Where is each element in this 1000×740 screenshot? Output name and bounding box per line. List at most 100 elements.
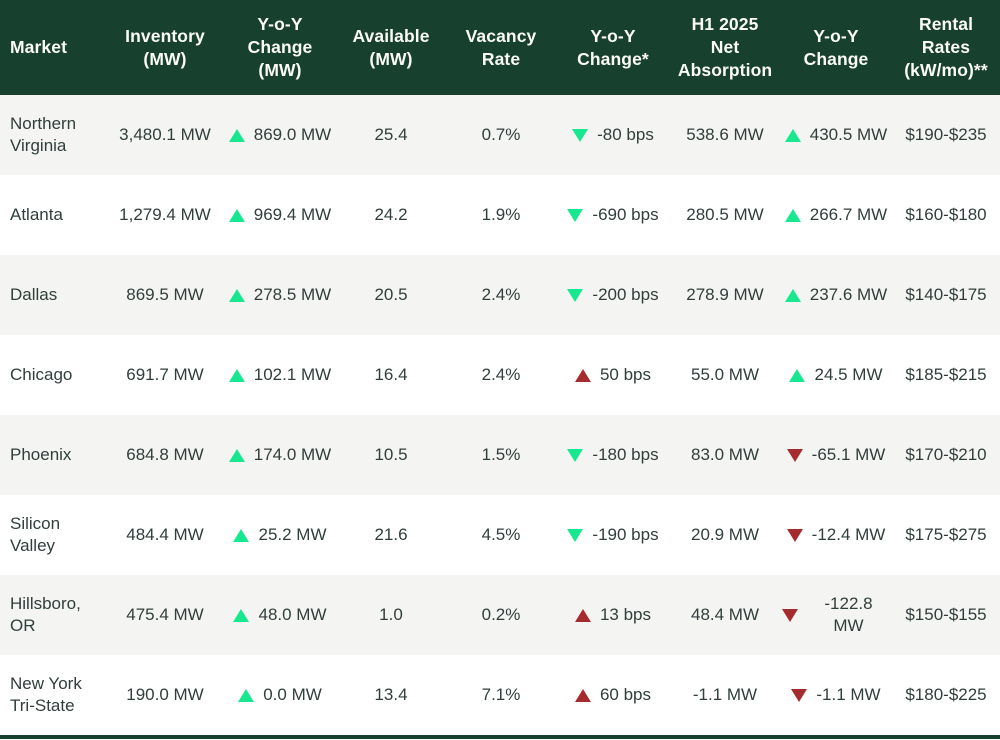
market-cell: Silicon Valley: [10, 513, 61, 555]
yoy-vacancy-change-cell: 60 bps: [556, 684, 670, 706]
table-row: Hillsboro, OR 475.4 MW 48.0 MW 1.0 0.2% …: [0, 575, 1000, 655]
yoy-absorption-change-cell: -1.1 MW: [780, 684, 892, 706]
trend-up-icon: [574, 368, 591, 382]
trend-up-icon: [228, 208, 245, 222]
available-cell: 16.4: [374, 364, 408, 384]
yoy-absorption-change-cell: -12.4 MW: [780, 524, 892, 546]
net-absorption-cell: 278.9 MW: [686, 284, 764, 304]
vacancy-rate-cell: 2.4%: [481, 284, 521, 304]
net-absorption-cell: 83.0 MW: [690, 444, 760, 464]
vacancy-rate-cell: 7.1%: [481, 684, 521, 704]
rental-rates-cell: $180-$225: [905, 684, 987, 704]
inventory-cell: 190.0 MW: [126, 684, 204, 704]
yoy-vacancy-change-cell: -190 bps: [556, 524, 670, 546]
rental-rates-cell: $175-$275: [905, 524, 987, 544]
header-cell-vacancy-rate: Vacancy Rate: [465, 25, 537, 69]
vacancy-rate-cell: 4.5%: [481, 524, 521, 544]
available-cell: 24.2: [374, 204, 408, 224]
vacancy-rate-cell: 1.5%: [481, 444, 521, 464]
trend-up-icon: [228, 448, 245, 462]
rental-rates-cell: $185-$215: [905, 364, 987, 384]
available-cell: 1.0: [379, 604, 403, 624]
header-cell-yoy-inventory-change: Y-o-Y Change (MW): [247, 14, 313, 80]
market-cell: Chicago: [10, 364, 73, 384]
yoy-absorption-change-cell: -122.8 MW: [780, 593, 892, 637]
yoy-vacancy-change-cell: -80 bps: [556, 124, 670, 146]
header-cell-net-absorption: H1 2025 Net Absorption: [677, 14, 773, 80]
net-absorption-cell: 55.0 MW: [690, 364, 760, 384]
trend-up-icon: [228, 128, 245, 142]
table-header-row: Market Inventory (MW) Y-o-Y Change (MW) …: [0, 0, 1000, 95]
vacancy-rate-cell: 0.7%: [481, 124, 521, 144]
trend-up-icon: [233, 608, 250, 622]
table-row: Silicon Valley 484.4 MW 25.2 MW 21.6 4.5…: [0, 495, 1000, 575]
yoy-inventory-change-cell: 278.5 MW: [224, 284, 336, 306]
trend-down-icon: [567, 288, 584, 302]
trend-down-icon: [567, 208, 584, 222]
trend-down-icon: [782, 608, 798, 622]
trend-down-icon: [791, 688, 808, 702]
market-cell: Hillsboro, OR: [10, 593, 81, 635]
trend-up-icon: [784, 128, 801, 142]
header-cell-rental-rates: Rental Rates (kW/mo)**: [904, 14, 988, 80]
trend-up-icon: [784, 288, 801, 302]
rental-rates-cell: $170-$210: [905, 444, 987, 464]
table-bottom-border: [0, 735, 1000, 739]
trend-up-icon: [228, 288, 245, 302]
header-cell-yoy-absorption-change: Y-o-Y Change: [803, 25, 869, 69]
inventory-cell: 3,480.1 MW: [119, 124, 211, 144]
table-body: Northern Virginia 3,480.1 MW 869.0 MW 25…: [0, 95, 1000, 735]
yoy-absorption-change-cell: 24.5 MW: [780, 364, 892, 386]
rental-rates-cell: $190-$235: [905, 124, 987, 144]
trend-up-icon: [574, 608, 591, 622]
table-row: Northern Virginia 3,480.1 MW 869.0 MW 25…: [0, 95, 1000, 175]
available-cell: 10.5: [374, 444, 408, 464]
net-absorption-cell: -1.1 MW: [692, 684, 758, 704]
inventory-cell: 684.8 MW: [126, 444, 204, 464]
trend-down-icon: [567, 528, 584, 542]
rental-rates-cell: $140-$175: [905, 284, 987, 304]
market-cell: New York Tri-State: [10, 673, 82, 715]
trend-up-icon: [784, 208, 801, 222]
vacancy-rate-cell: 1.9%: [481, 204, 521, 224]
vacancy-rate-cell: 0.2%: [481, 604, 521, 624]
inventory-cell: 869.5 MW: [126, 284, 204, 304]
yoy-vacancy-change-cell: 50 bps: [556, 364, 670, 386]
net-absorption-cell: 538.6 MW: [686, 124, 764, 144]
net-absorption-cell: 280.5 MW: [686, 204, 764, 224]
trend-down-icon: [567, 448, 584, 462]
table-row: Chicago 691.7 MW 102.1 MW 16.4 2.4% 50 b…: [0, 335, 1000, 415]
inventory-cell: 484.4 MW: [126, 524, 204, 544]
yoy-vacancy-change-cell: -180 bps: [556, 444, 670, 466]
yoy-vacancy-change-cell: 13 bps: [556, 604, 670, 626]
trend-down-icon: [786, 528, 803, 542]
trend-down-icon: [572, 128, 589, 142]
trend-up-icon: [238, 688, 255, 702]
table-row: New York Tri-State 190.0 MW 0.0 MW 13.4 …: [0, 655, 1000, 735]
market-cell: Dallas: [10, 284, 58, 304]
available-cell: 21.6: [374, 524, 408, 544]
available-cell: 20.5: [374, 284, 408, 304]
yoy-absorption-change-cell: -65.1 MW: [780, 444, 892, 466]
inventory-cell: 1,279.4 MW: [119, 204, 211, 224]
header-cell-yoy-vacancy-change: Y-o-Y Change*: [577, 25, 649, 69]
yoy-vacancy-change-cell: -690 bps: [556, 204, 670, 226]
yoy-inventory-change-cell: 869.0 MW: [224, 124, 336, 146]
yoy-inventory-change-cell: 174.0 MW: [224, 444, 336, 466]
trend-up-icon: [789, 368, 806, 382]
inventory-cell: 691.7 MW: [126, 364, 204, 384]
yoy-inventory-change-cell: 102.1 MW: [224, 364, 336, 386]
header-cell-market: Market: [10, 37, 68, 58]
market-cell: Phoenix: [10, 444, 72, 464]
yoy-inventory-change-cell: 0.0 MW: [224, 684, 336, 706]
rental-rates-cell: $160-$180: [905, 204, 987, 224]
yoy-absorption-change-cell: 266.7 MW: [780, 204, 892, 226]
net-absorption-cell: 48.4 MW: [690, 604, 760, 624]
market-cell: Atlanta: [10, 204, 63, 224]
yoy-vacancy-change-cell: -200 bps: [556, 284, 670, 306]
table-row: Atlanta 1,279.4 MW 969.4 MW 24.2 1.9% -6…: [0, 175, 1000, 255]
trend-down-icon: [786, 448, 803, 462]
yoy-inventory-change-cell: 25.2 MW: [224, 524, 336, 546]
available-cell: 13.4: [374, 684, 408, 704]
